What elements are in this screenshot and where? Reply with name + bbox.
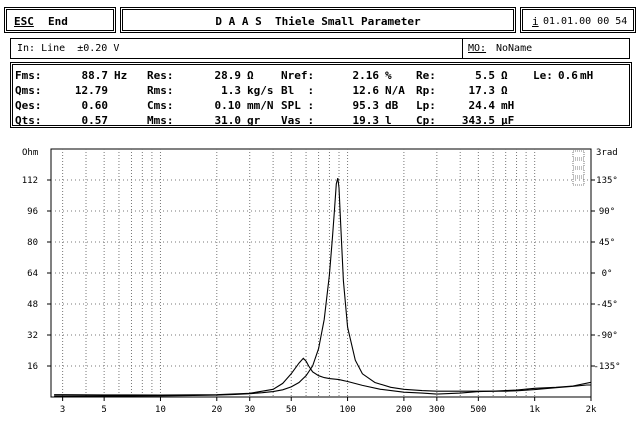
param-unit: gr: [247, 114, 261, 127]
x-tick-label: 200: [396, 405, 412, 415]
y-tick-label: 32: [27, 331, 38, 341]
input-level-text: In: Line ±0.20 V: [17, 43, 120, 54]
y-right-tick-label: -90°: [596, 331, 618, 341]
param-unit: Ω: [501, 69, 508, 82]
param-label: Mms:: [147, 114, 174, 127]
param-unit: kg/s: [247, 84, 274, 97]
y-tick-label: 80: [27, 238, 38, 248]
y-tick-label: 112: [22, 176, 38, 186]
param-label: Res:: [147, 69, 174, 82]
param-label: Rp:: [416, 84, 436, 97]
datetime-readout: 01.01.00 00 54: [543, 16, 628, 27]
param-le-value: 0.6: [558, 69, 578, 82]
param-label: Qms:: [15, 84, 42, 97]
mo-key-label[interactable]: MO:: [468, 43, 487, 54]
param-value: 24.4: [468, 99, 496, 112]
param-unit: µF: [501, 114, 515, 127]
param-unit: dB: [385, 99, 399, 112]
param-unit: Ω: [247, 69, 254, 82]
param-value: 0.10: [214, 99, 242, 112]
y-right-tick-label: -135°: [593, 362, 620, 372]
param-le-label: Le:: [533, 69, 553, 82]
x-tick-label: 5: [101, 405, 106, 415]
param-value: 88.7: [81, 69, 109, 82]
y-tick-label: 16: [27, 362, 38, 372]
esc-end-panel: ESC End: [4, 7, 116, 33]
x-tick-label: 20: [211, 405, 222, 415]
param-label: Vas :: [281, 114, 315, 127]
x-tick-label: 500: [470, 405, 486, 415]
param-value: 28.9: [214, 69, 242, 82]
param-label: Qts:: [15, 114, 42, 127]
y-right-tick-label: 0°: [602, 269, 613, 279]
param-label: Rms:: [147, 84, 174, 97]
x-tick-label: 300: [429, 405, 445, 415]
param-label: Fms:: [15, 69, 42, 82]
param-value: 5.5: [475, 69, 495, 82]
param-unit: Hz: [114, 69, 128, 82]
param-unit: l: [385, 114, 392, 127]
param-value: 17.3: [468, 84, 496, 97]
y-right-tick-label: -45°: [596, 300, 618, 310]
input-bar: In: Line ±0.20 V MO: NoName: [10, 38, 630, 59]
parameter-panel: Fms: 88.7 Hz Qms: 12.79 Qes: 0.60 Qts: 0.57 Res: 2…: [10, 62, 632, 128]
page-title: D A A S Thiele Small Parameter: [215, 15, 421, 28]
x-tick-label: 3: [60, 405, 65, 415]
title-panel: D A A S Thiele Small Parameter: [120, 7, 516, 33]
param-value: 95.3: [352, 99, 380, 112]
param-unit: mm/N: [247, 99, 274, 112]
param-unit: mH: [501, 99, 515, 112]
mo-name-value: NoName: [496, 43, 533, 54]
param-label: Cms:: [147, 99, 174, 112]
param-label: Re:: [416, 69, 436, 82]
y-tick-label: 48: [27, 300, 38, 310]
info-key[interactable]: i: [532, 15, 539, 28]
y-right-tick-label: 135°: [596, 176, 618, 186]
legend-marker-box: [572, 159, 585, 168]
param-label: SPL :: [281, 99, 315, 112]
param-label: Nref:: [281, 69, 315, 82]
mo-divider: [462, 39, 463, 58]
legend-marker-box: [572, 177, 585, 186]
y-left-unit: Ohm: [22, 148, 38, 158]
param-value: 19.3: [352, 114, 380, 127]
y-right-tick-label: 45°: [599, 238, 615, 248]
y-right-tick-label: 90°: [599, 207, 615, 217]
param-value: 343.5: [461, 114, 495, 127]
datetime-panel: i 01.01.00 00 54: [520, 7, 636, 33]
param-unit: N/A: [385, 84, 405, 97]
x-tick-label: 50: [286, 405, 297, 415]
param-value: 0.57: [81, 114, 109, 127]
y-tick-label: 64: [27, 269, 38, 279]
impedance-curve: [54, 177, 591, 397]
x-tick-label: 30: [244, 405, 255, 415]
x-tick-label: 10: [155, 405, 166, 415]
end-button[interactable]: End: [48, 15, 68, 28]
param-label: Lp:: [416, 99, 436, 112]
param-value: 0.60: [81, 99, 109, 112]
esc-key-label[interactable]: ESC: [14, 15, 34, 28]
legend-marker-box: [572, 150, 585, 159]
param-value: 31.0: [214, 114, 242, 127]
param-le-unit: mH: [580, 69, 594, 82]
param-unit: %: [385, 69, 392, 82]
legend-marker-box: [572, 168, 585, 177]
param-label: Bl :: [281, 84, 315, 97]
y-right-unit: 3rad: [596, 148, 618, 158]
phase-curve: [54, 357, 592, 396]
y-tick-label: 96: [27, 207, 38, 217]
param-value: 12.6: [352, 84, 380, 97]
param-label: Cp:: [416, 114, 436, 127]
param-value: 1.3: [221, 84, 241, 97]
x-tick-label: 100: [339, 405, 355, 415]
x-tick-label: 2k: [586, 405, 597, 415]
param-value: 2.16: [352, 69, 380, 82]
x-tick-label: 1k: [529, 405, 540, 415]
param-label: Qes:: [15, 99, 42, 112]
param-value: 12.79: [74, 84, 108, 97]
param-unit: Ω: [501, 84, 508, 97]
